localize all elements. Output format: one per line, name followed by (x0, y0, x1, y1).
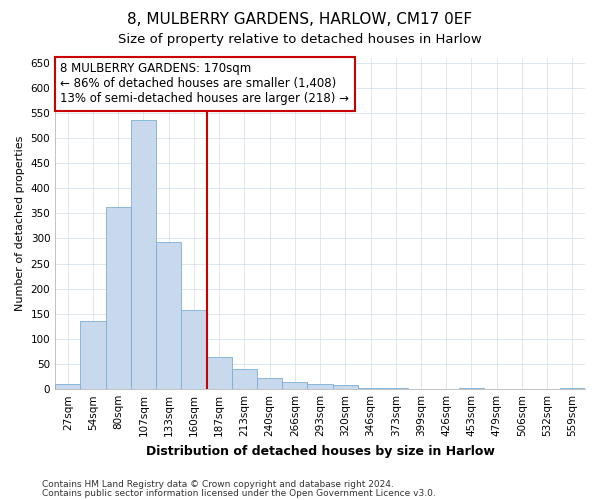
Y-axis label: Number of detached properties: Number of detached properties (15, 136, 25, 311)
Bar (409, 388, 434, 389)
Text: Size of property relative to detached houses in Harlow: Size of property relative to detached ho… (118, 32, 482, 46)
Text: Contains public sector information licensed under the Open Government Licence v3: Contains public sector information licen… (42, 488, 436, 498)
Bar (232, 369, 257, 389)
Bar (560, 388, 585, 389)
Bar (106, 208, 131, 389)
Text: 8 MULBERRY GARDENS: 170sqm
← 86% of detached houses are smaller (1,408)
13% of s: 8 MULBERRY GARDENS: 170sqm ← 86% of deta… (61, 62, 349, 106)
Bar (332, 385, 358, 389)
Bar (131, 120, 156, 389)
Bar (383, 388, 409, 389)
Bar (459, 388, 484, 389)
Text: 8, MULBERRY GARDENS, HARLOW, CM17 0EF: 8, MULBERRY GARDENS, HARLOW, CM17 0EF (127, 12, 473, 28)
Bar (156, 242, 181, 389)
Text: Contains HM Land Registry data © Crown copyright and database right 2024.: Contains HM Land Registry data © Crown c… (42, 480, 394, 489)
Bar (181, 310, 206, 389)
Bar (307, 384, 332, 389)
Bar (282, 382, 307, 389)
X-axis label: Distribution of detached houses by size in Harlow: Distribution of detached houses by size … (146, 444, 494, 458)
Bar (80, 322, 106, 389)
Bar (358, 388, 383, 389)
Bar (206, 356, 232, 389)
Bar (257, 378, 282, 389)
Bar (55, 384, 80, 389)
